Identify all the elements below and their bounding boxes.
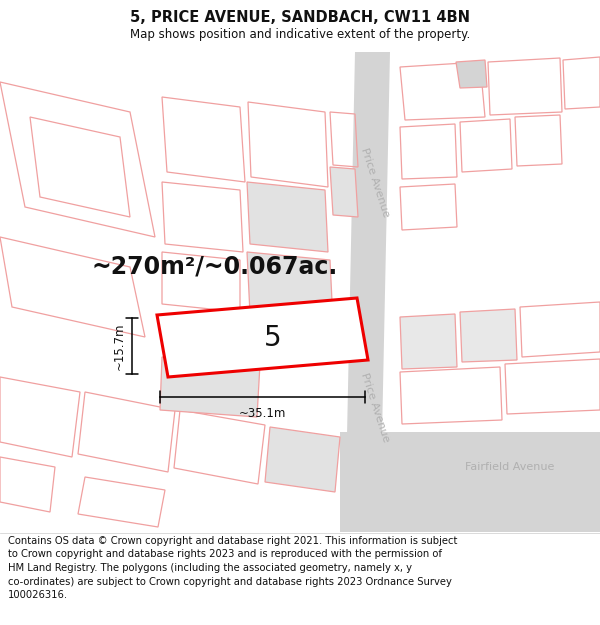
Text: 5: 5 bbox=[263, 324, 281, 351]
Polygon shape bbox=[340, 432, 390, 532]
Text: Price Avenue: Price Avenue bbox=[359, 371, 391, 443]
Text: ~35.1m: ~35.1m bbox=[239, 407, 286, 420]
Text: ~15.7m: ~15.7m bbox=[113, 322, 126, 370]
Text: 5, PRICE AVENUE, SANDBACH, CW11 4BN: 5, PRICE AVENUE, SANDBACH, CW11 4BN bbox=[130, 11, 470, 26]
Polygon shape bbox=[247, 252, 333, 322]
Text: ~270m²/~0.067ac.: ~270m²/~0.067ac. bbox=[92, 255, 338, 279]
Polygon shape bbox=[157, 298, 368, 377]
Polygon shape bbox=[247, 182, 328, 252]
Text: Price Avenue: Price Avenue bbox=[359, 146, 391, 218]
Text: Map shows position and indicative extent of the property.: Map shows position and indicative extent… bbox=[130, 28, 470, 41]
Polygon shape bbox=[160, 357, 260, 417]
Polygon shape bbox=[345, 52, 390, 532]
Polygon shape bbox=[330, 167, 358, 217]
Polygon shape bbox=[400, 314, 457, 369]
Polygon shape bbox=[460, 309, 517, 362]
Polygon shape bbox=[456, 60, 487, 88]
Text: Fairfield Avenue: Fairfield Avenue bbox=[466, 462, 554, 472]
Polygon shape bbox=[265, 427, 340, 492]
Polygon shape bbox=[345, 432, 600, 532]
Text: Contains OS data © Crown copyright and database right 2021. This information is : Contains OS data © Crown copyright and d… bbox=[8, 536, 457, 600]
